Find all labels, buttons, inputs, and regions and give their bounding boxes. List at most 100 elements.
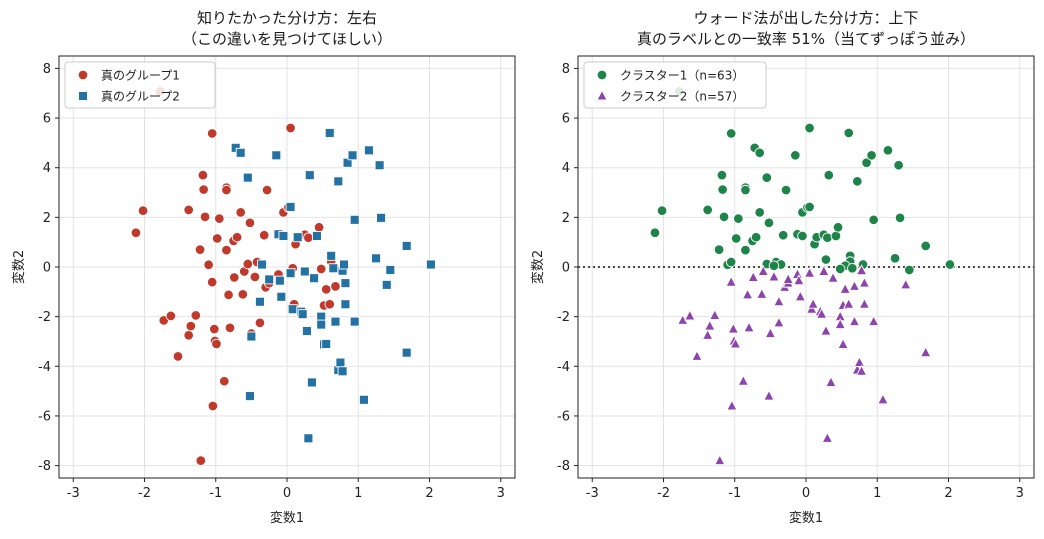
y-tick-label: 2	[43, 211, 51, 226]
point-series2	[858, 276, 871, 288]
y-tick-label: -8	[557, 459, 570, 474]
point-series2	[815, 307, 828, 319]
point-series2	[326, 250, 337, 261]
point-series2	[349, 316, 360, 327]
point-series1	[244, 217, 256, 229]
point-series2	[230, 142, 241, 153]
point-series1	[740, 244, 751, 256]
point-series1	[330, 281, 341, 292]
point-series1	[195, 455, 207, 466]
point-series1	[313, 222, 325, 233]
point-series2	[741, 288, 754, 300]
chart-left: 知りたかった分け方：左右 （この違いを見つけてほしい） -3 -2 -1 0 1 2 3 -…	[11, 9, 516, 526]
point-series1	[866, 150, 877, 161]
point-series1	[198, 184, 209, 195]
point-series1	[649, 227, 661, 238]
point-series2	[848, 315, 861, 327]
point-series2	[867, 315, 880, 327]
point-series1	[185, 320, 197, 332]
point-series2	[347, 150, 358, 161]
y-tick-label: -6	[38, 409, 51, 424]
point-series1	[190, 310, 202, 321]
point-series2	[276, 291, 287, 302]
legend-label: クラスター2（n=57）	[620, 90, 744, 104]
point-series2	[235, 147, 246, 158]
point-series2	[763, 389, 775, 401]
point-series2	[425, 259, 436, 270]
point-series2	[257, 259, 268, 270]
point-series1	[209, 323, 220, 335]
y-tick-label: 6	[43, 112, 51, 127]
point-series2	[839, 282, 851, 294]
chart-right-xlabel: 変数1	[789, 510, 823, 526]
point-series2	[299, 266, 310, 277]
chart-left-yticks: -8 -6 -4 -2 0 2 4 6 8	[38, 62, 59, 474]
point-series2	[727, 322, 740, 334]
point-series2	[381, 279, 392, 290]
point-series2	[900, 278, 912, 290]
chart-left-subtitle: （この違いを見つけてほしい）	[182, 30, 392, 48]
point-series2	[877, 393, 889, 405]
point-series2	[858, 297, 871, 309]
point-series2	[709, 308, 721, 320]
point-series2	[837, 337, 849, 349]
legend-label: クラスター1（n=63）	[620, 69, 744, 83]
point-series1	[206, 128, 218, 139]
point-series1	[868, 214, 879, 226]
point-series1	[197, 169, 209, 181]
point-series2	[757, 265, 769, 276]
point-series2	[919, 346, 932, 358]
point-series1	[804, 122, 815, 134]
y-tick-label: -8	[38, 459, 51, 474]
point-series1	[229, 272, 240, 283]
point-series1	[822, 232, 833, 243]
point-series2	[311, 231, 322, 241]
point-series2	[684, 309, 696, 321]
point-series1	[203, 259, 214, 271]
point-series2	[339, 259, 349, 270]
point-series2	[820, 324, 832, 336]
point-series2	[287, 304, 298, 315]
x-tick-label: 3	[497, 486, 505, 501]
point-series2	[340, 278, 351, 289]
point-series2	[793, 274, 805, 286]
point-series1	[944, 259, 956, 270]
point-series2	[371, 253, 382, 264]
point-series1	[750, 231, 762, 243]
point-series2	[401, 347, 412, 358]
x-tick-label: 2	[425, 486, 433, 501]
point-series2	[278, 231, 289, 241]
chart-right-points	[649, 85, 956, 466]
chart-left-xlabel: 変数1	[270, 510, 304, 526]
point-series2	[376, 212, 386, 223]
x-tick-label: -2	[138, 486, 151, 501]
chart-right-xticks: -3 -2 -1 0 1 2 3	[586, 478, 1024, 501]
point-series1	[324, 298, 336, 310]
point-series1	[882, 145, 894, 156]
y-tick-label: 2	[562, 211, 570, 226]
point-series1	[830, 230, 842, 242]
y-tick-label: -6	[557, 409, 570, 424]
point-series1	[165, 310, 177, 322]
point-series2	[316, 319, 327, 330]
point-series2	[333, 176, 344, 187]
point-series2	[726, 399, 738, 411]
legend-marker	[596, 69, 608, 81]
point-series2	[274, 275, 285, 286]
point-series2	[834, 318, 846, 330]
point-series1	[206, 276, 218, 288]
point-series1	[137, 205, 149, 216]
point-series1	[231, 231, 243, 243]
x-tick-label: -1	[209, 486, 222, 501]
point-series2	[309, 273, 320, 284]
point-series1	[790, 150, 801, 161]
point-series1	[893, 159, 904, 171]
y-tick-label: 0	[562, 261, 570, 276]
point-series2	[328, 263, 339, 274]
point-series1	[249, 271, 261, 283]
point-series2	[825, 375, 837, 387]
point-series2	[855, 264, 868, 276]
point-series1	[235, 207, 246, 218]
point-series1	[224, 322, 236, 334]
